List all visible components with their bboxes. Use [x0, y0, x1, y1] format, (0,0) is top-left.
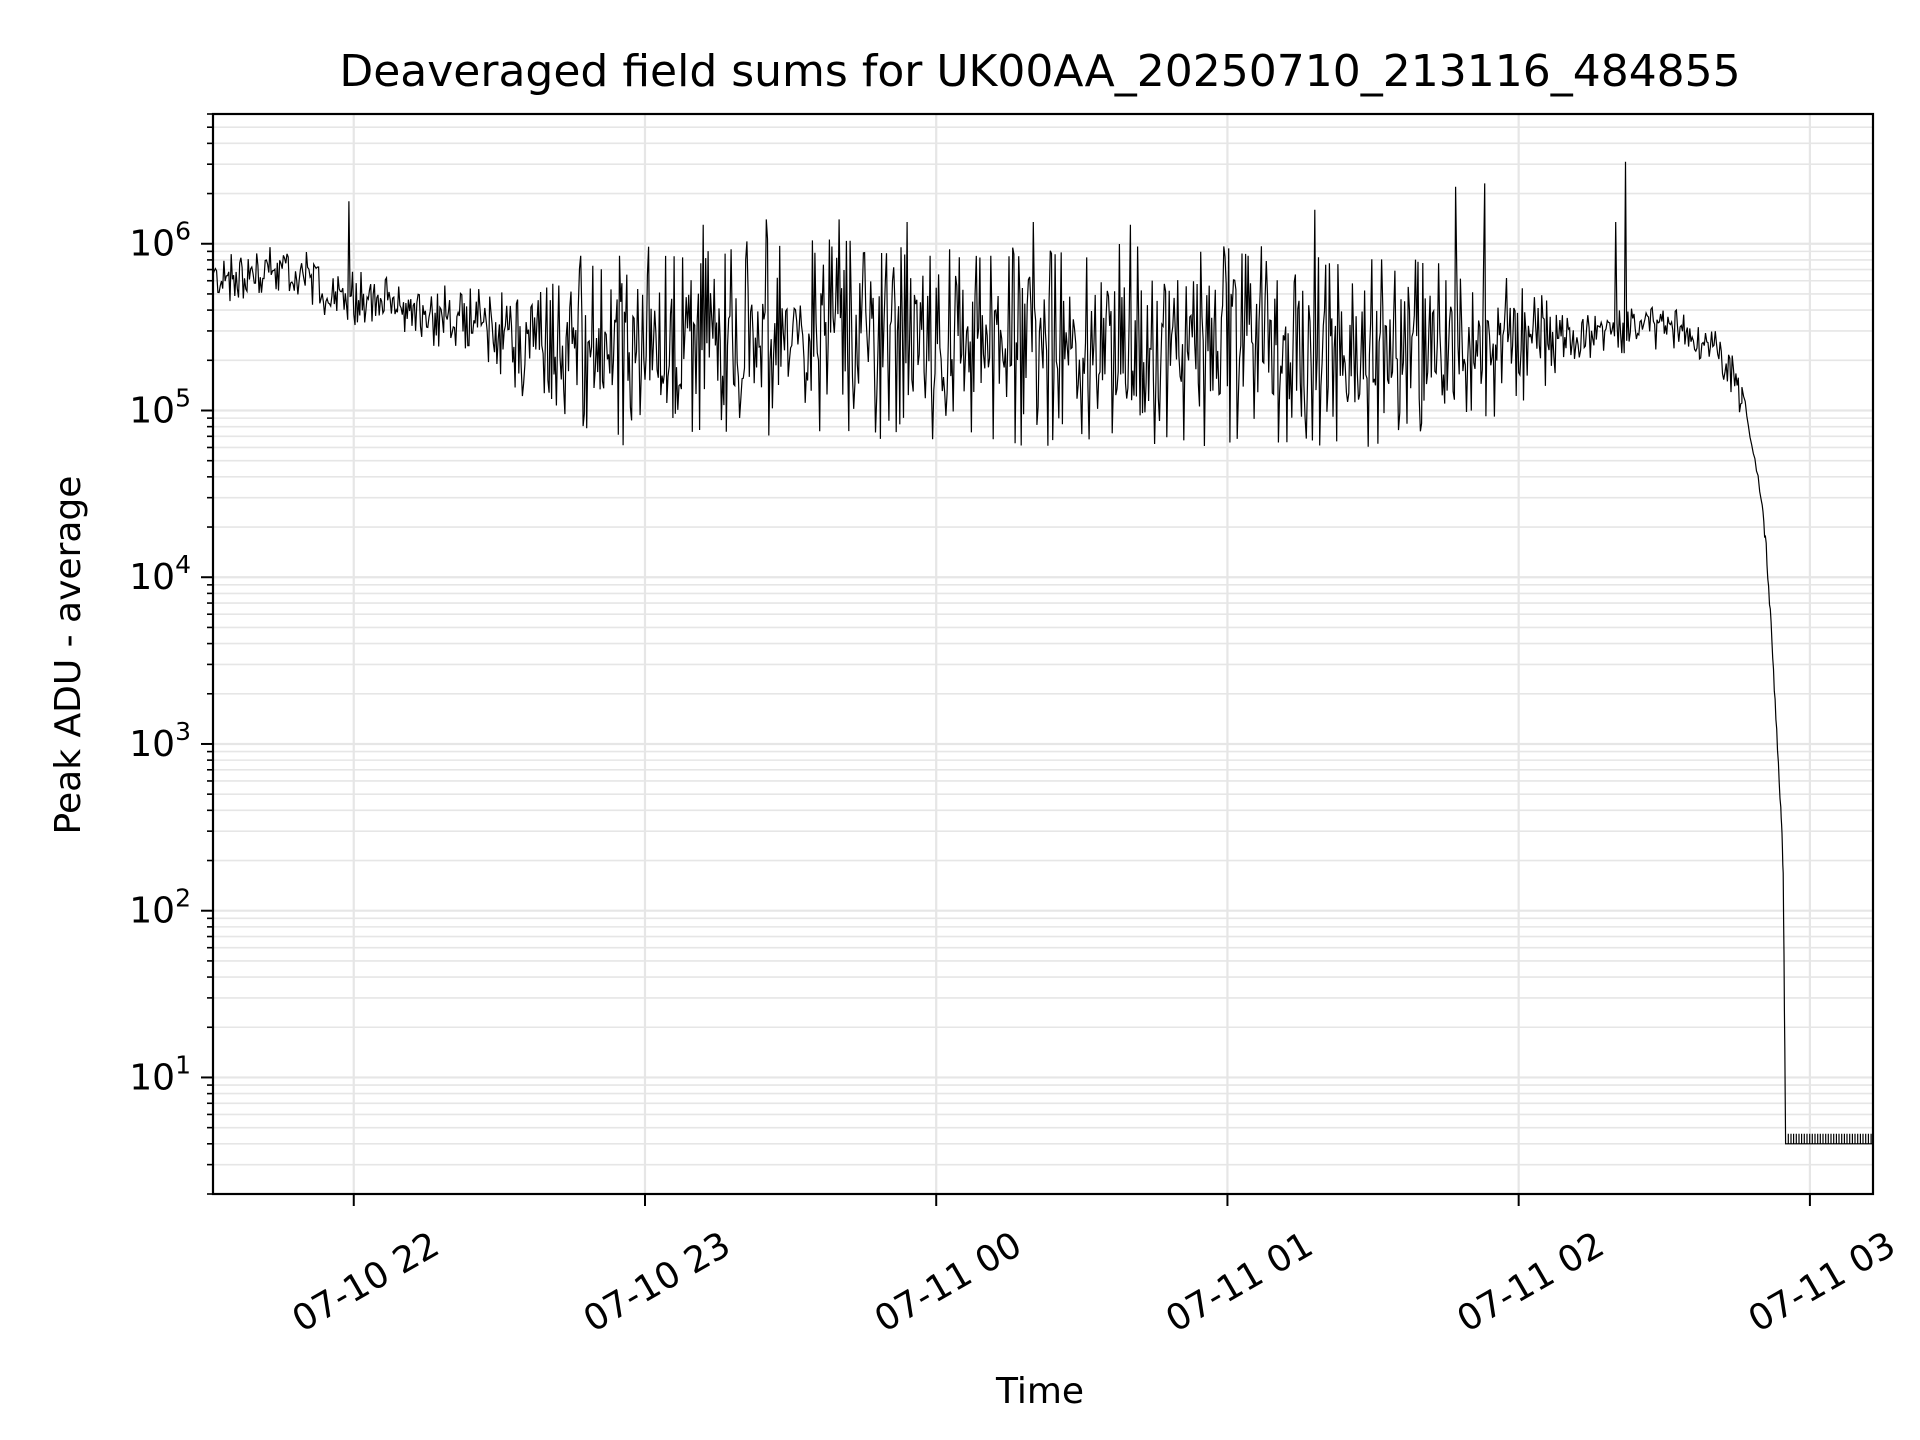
- x-axis-label: Time: [995, 1371, 1084, 1412]
- y-tick-label: 105: [129, 383, 191, 431]
- y-tick-label: 102: [129, 884, 191, 932]
- series-line: [212, 161, 1873, 1145]
- y-axis-label: Peak ADU - average: [48, 476, 89, 835]
- data-line: [212, 161, 1873, 1145]
- y-tick-label: 104: [129, 550, 191, 598]
- chart-title: Deaveraged field sums for UK00AA_2025071…: [339, 46, 1740, 97]
- plot-area-frame: [211, 112, 1875, 1196]
- y-tick-label: 106: [129, 217, 191, 265]
- y-tick-label: 101: [129, 1050, 191, 1098]
- y-tick-label: 103: [129, 717, 191, 765]
